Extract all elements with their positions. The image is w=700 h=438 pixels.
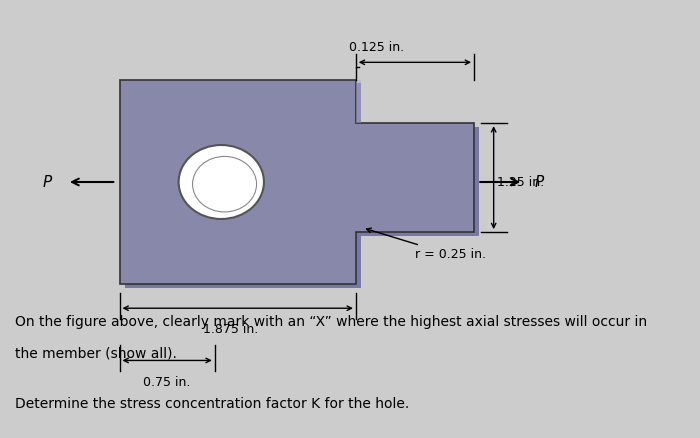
Ellipse shape [178,145,264,219]
Polygon shape [120,80,480,123]
Polygon shape [120,80,474,284]
Text: 1.875 in.: 1.875 in. [204,323,259,336]
Text: P: P [535,174,544,190]
Text: 0.125 in.: 0.125 in. [349,41,405,53]
Polygon shape [125,83,480,288]
Text: 1.25 in.: 1.25 in. [497,176,544,188]
Text: the member (show all).: the member (show all). [15,346,176,360]
Text: P: P [43,174,52,190]
Text: 0.75 in.: 0.75 in. [144,376,191,389]
Text: r = 0.25 in.: r = 0.25 in. [367,228,486,261]
Text: Determine the stress concentration factor K for the hole.: Determine the stress concentration facto… [15,397,409,411]
Text: On the figure above, clearly mark with an “X” where the highest axial stresses w: On the figure above, clearly mark with a… [15,315,647,329]
